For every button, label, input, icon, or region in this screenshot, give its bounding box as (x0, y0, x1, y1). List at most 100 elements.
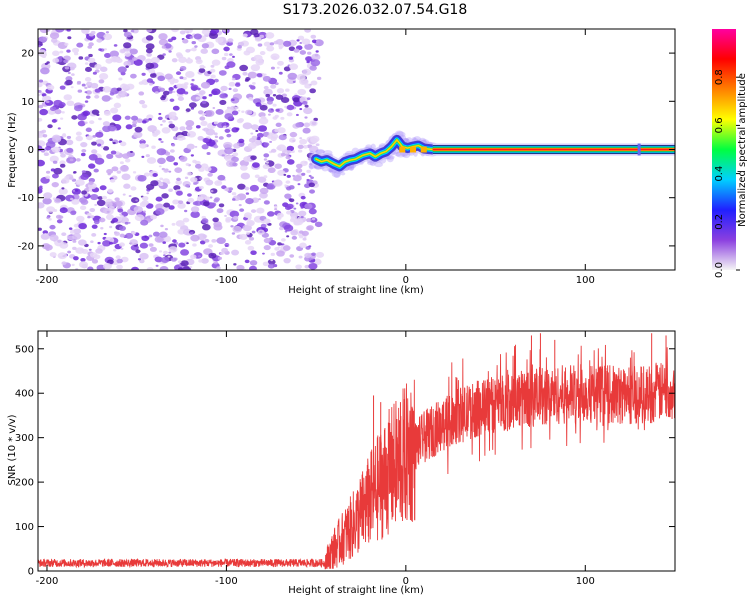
noise-speckle (151, 145, 156, 149)
noise-speckle (186, 171, 192, 176)
noise-speckle (300, 206, 304, 209)
noise-speckle (158, 165, 162, 168)
noise-speckle (38, 186, 43, 191)
noise-speckle (304, 252, 312, 259)
noise-speckle (191, 40, 196, 45)
noise-speckle (96, 38, 103, 43)
noise-speckle (157, 116, 163, 121)
noise-speckle (232, 198, 236, 201)
noise-speckle (72, 233, 82, 240)
noise-speckle (84, 194, 88, 197)
noise-speckle (61, 187, 65, 190)
noise-speckle (189, 35, 194, 39)
noise-speckle (163, 254, 166, 257)
noise-speckle (139, 143, 147, 149)
noise-speckle (210, 74, 216, 79)
noise-speckle (316, 76, 322, 80)
noise-speckle (161, 127, 171, 134)
spectrogram-xtick-label: 0 (403, 275, 409, 286)
noise-speckle (309, 65, 317, 71)
noise-speckle (181, 130, 189, 137)
noise-speckle (162, 53, 166, 56)
noise-speckle (86, 135, 94, 141)
noise-speckle (72, 189, 76, 192)
noise-speckle (201, 144, 209, 150)
noise-speckle (96, 199, 106, 207)
noise-speckle (231, 249, 240, 256)
noise-speckle (232, 88, 239, 93)
noise-speckle (79, 205, 87, 211)
noise-speckle (38, 132, 42, 137)
noise-speckle (250, 124, 259, 131)
noise-speckle (102, 121, 111, 127)
noise-speckle (148, 68, 156, 74)
noise-speckle (87, 163, 96, 169)
noise-speckle (43, 152, 49, 157)
noise-speckle (52, 50, 60, 56)
noise-speckle (76, 42, 84, 48)
noise-speckle (41, 243, 51, 250)
noise-speckle (182, 76, 187, 81)
noise-speckle (122, 153, 130, 159)
noise-speckle (217, 256, 223, 260)
noise-speckle (185, 125, 193, 131)
noise-speckle (92, 135, 97, 138)
noise-speckle (178, 242, 186, 248)
noise-speckle (171, 29, 179, 33)
noise-speckle (229, 53, 233, 56)
noise-speckle (293, 48, 300, 53)
noise-speckle (239, 64, 249, 72)
noise-speckle (129, 48, 138, 55)
noise-speckle (87, 57, 96, 63)
noise-speckle (93, 220, 100, 225)
noise-speckle (295, 163, 303, 169)
carrier-bump (637, 143, 641, 156)
noise-speckle (232, 162, 238, 167)
noise-speckle (289, 137, 296, 143)
noise-speckle (103, 263, 112, 270)
noise-speckle (131, 115, 139, 121)
noise-speckle (215, 37, 224, 44)
noise-speckle (212, 107, 216, 109)
noise-speckle (40, 67, 50, 75)
spectrogram-xtick-label: 100 (576, 275, 595, 286)
noise-speckle (289, 198, 295, 203)
noise-speckle (231, 77, 236, 81)
noise-speckle (308, 182, 315, 188)
noise-speckle (223, 52, 229, 57)
noise-speckle (123, 183, 131, 189)
noise-speckle (43, 192, 53, 199)
noise-speckle (53, 198, 62, 204)
noise-speckle (125, 65, 129, 68)
noise-speckle (299, 138, 308, 145)
spectrogram-ylabel: Frequency (Hz) (7, 112, 18, 188)
snr-ylabel: SNR (10 * v/v) (7, 414, 18, 485)
noise-speckle (38, 104, 44, 109)
noise-speckle (198, 68, 206, 74)
noise-speckle (231, 98, 235, 102)
noise-speckle (172, 105, 180, 111)
noise-speckle (292, 80, 296, 83)
noise-speckle (79, 197, 87, 203)
noise-speckle (105, 31, 109, 34)
noise-speckle (116, 258, 123, 264)
noise-speckle (66, 29, 71, 32)
noise-speckle (186, 143, 195, 150)
noise-speckle (152, 132, 159, 137)
noise-speckle (213, 221, 222, 228)
noise-speckle (108, 241, 113, 245)
noise-speckle (242, 33, 248, 38)
noise-speckle (178, 200, 184, 205)
noise-speckle (276, 212, 284, 218)
noise-speckle (105, 214, 114, 221)
noise-speckle (69, 230, 75, 234)
spectrogram-ytick-label: 20 (21, 49, 34, 60)
noise-speckle (289, 254, 295, 258)
noise-speckle (123, 60, 132, 67)
noise-speckle (120, 215, 124, 218)
noise-speckle (46, 84, 55, 91)
snr-plot: -200 -100 0 100 0 100 200 300 400 500 Height of … (7, 330, 676, 596)
noise-speckle (213, 132, 218, 136)
noise-speckle (211, 48, 220, 55)
noise-speckle (224, 128, 231, 133)
